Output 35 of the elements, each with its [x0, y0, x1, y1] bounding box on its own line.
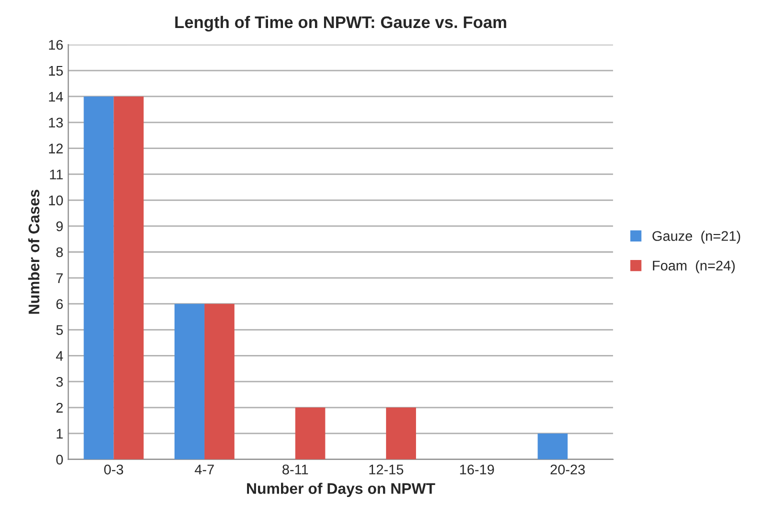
y-tick-label: 2: [56, 402, 63, 413]
y-tick-label: 3: [56, 376, 63, 387]
y-tick-label: 11: [50, 170, 63, 180]
x-tick-label: 12-15: [369, 464, 404, 474]
x-tick-label: 20-23: [550, 464, 585, 474]
bar: [386, 408, 416, 460]
x-axis-title: Number of Days on NPWT: [247, 482, 436, 497]
bar: [204, 304, 234, 460]
x-tick-label: 4-7: [194, 464, 214, 474]
y-tick-label: 1: [56, 428, 63, 438]
bar: [538, 433, 568, 460]
y-tick-label: 14: [49, 92, 64, 102]
bar: [174, 304, 204, 460]
y-tick-label: 13: [49, 118, 63, 128]
y-tick-label: 6: [56, 299, 63, 310]
bar: [295, 408, 326, 460]
y-tick-label: 9: [56, 221, 63, 232]
y-tick-label: 7: [56, 273, 63, 283]
y-tick-label: 0: [56, 454, 63, 465]
legend-label: Foam (n=24): [652, 260, 735, 274]
y-tick-label: 10: [49, 195, 63, 206]
chart-title: Length of Time on NPWT: Gauze vs. Foam: [175, 16, 506, 32]
y-tick-label: 15: [49, 66, 63, 76]
bar: [114, 96, 144, 460]
x-tick-label: 0-3: [104, 464, 124, 474]
bar: [84, 96, 114, 460]
y-tick-label: 4: [56, 351, 64, 361]
y-tick-label: 12: [49, 144, 63, 154]
y-tick-label: 8: [56, 247, 63, 258]
y-axis-title: Number of Cases: [28, 190, 40, 314]
y-tick-label: 16: [49, 40, 63, 50]
y-tick-label: 5: [56, 325, 63, 335]
legend-label: Gauze (n=21): [652, 230, 740, 244]
x-tick-label: 8-11: [282, 464, 308, 474]
x-tick-label: 16-19: [460, 464, 494, 474]
